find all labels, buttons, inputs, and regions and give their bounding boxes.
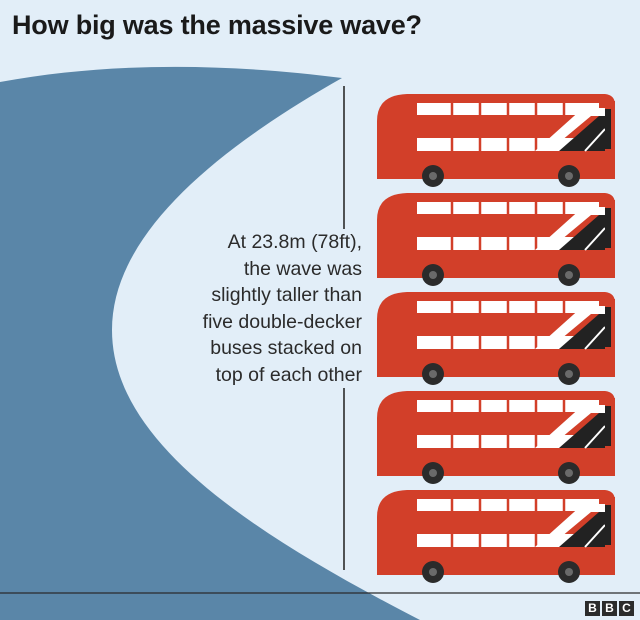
bbc-logo: B B C	[585, 601, 634, 616]
caption-line: buses stacked on	[210, 337, 362, 359]
caption-line: slightly taller than	[211, 284, 362, 306]
caption-line: top of each other	[215, 363, 362, 386]
page-title: How big was the massive wave?	[12, 10, 422, 40]
caption-line: the wave was	[243, 257, 362, 280]
double-decker-bus	[375, 290, 617, 387]
caption-line: five double-decker	[202, 310, 362, 333]
logo-letter: C	[619, 601, 634, 616]
logo-letter: B	[602, 601, 617, 616]
double-decker-bus	[375, 488, 617, 585]
double-decker-bus	[375, 389, 617, 486]
logo-letter: B	[585, 601, 600, 616]
bus-stack	[375, 92, 617, 585]
double-decker-bus	[375, 191, 617, 288]
caption-line: At 23.8m (78ft),	[227, 231, 362, 253]
wave-shape	[0, 66, 420, 620]
wave-caption: At 23.8m (78ft), the wave was slightly t…	[172, 229, 362, 388]
double-decker-bus	[375, 92, 617, 189]
